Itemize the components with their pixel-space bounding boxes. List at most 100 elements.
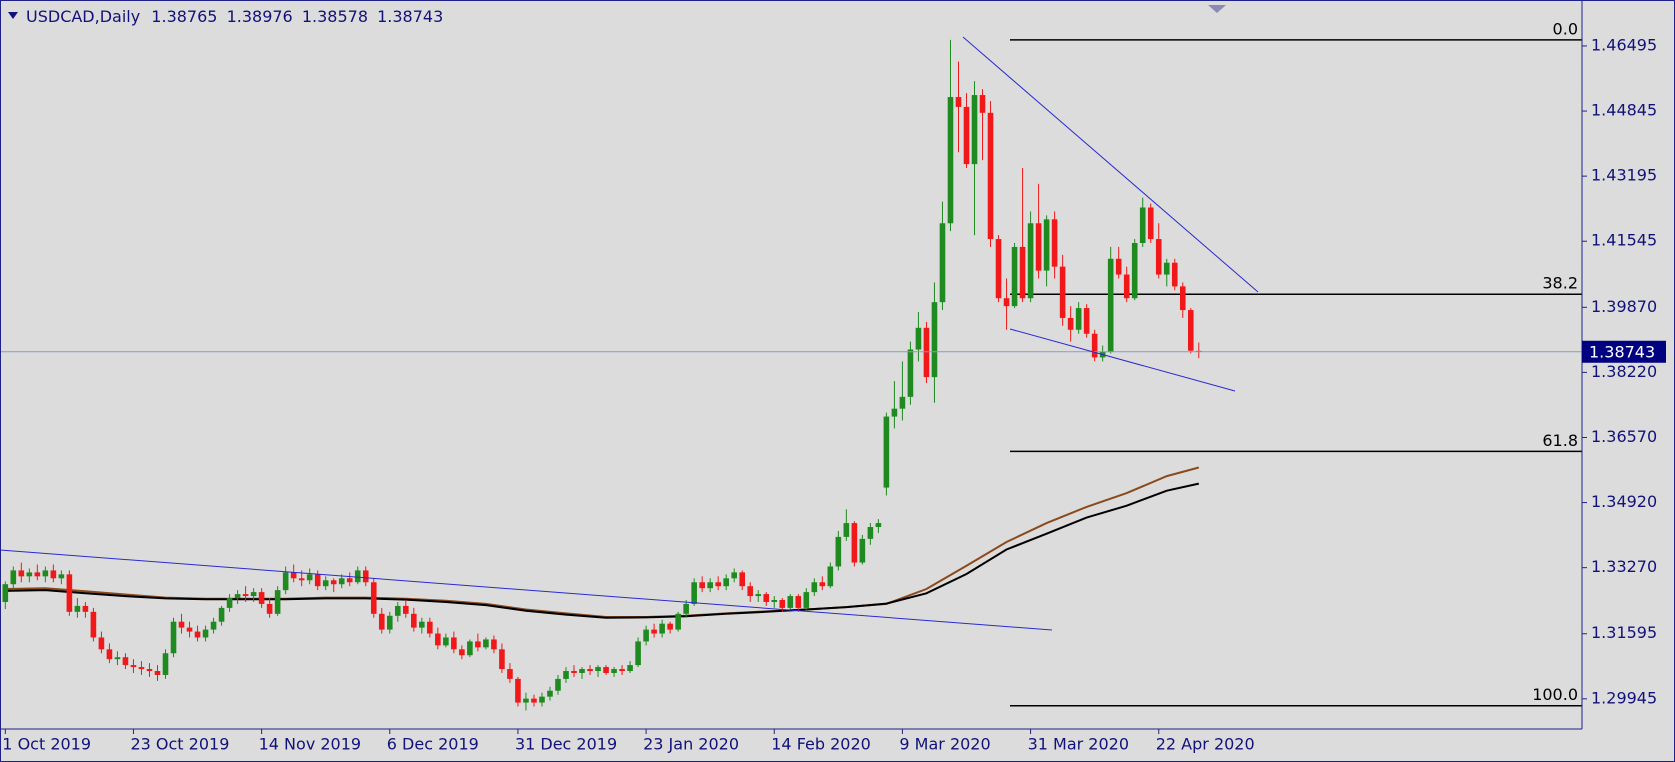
candle-body bbox=[611, 669, 617, 673]
candle-body bbox=[419, 621, 425, 628]
candle-body bbox=[891, 408, 898, 417]
candle-body bbox=[58, 574, 65, 579]
candle-body bbox=[1179, 286, 1186, 311]
x-tick-label: 9 Mar 2020 bbox=[899, 735, 990, 754]
candle-body bbox=[282, 572, 289, 591]
candle-body bbox=[627, 665, 633, 672]
close-price: 1.38743 bbox=[377, 7, 443, 26]
candle-body bbox=[739, 572, 746, 587]
candle-body bbox=[883, 416, 890, 488]
candle-body bbox=[915, 327, 922, 350]
candle-body bbox=[210, 621, 217, 630]
candle-body bbox=[1003, 298, 1010, 307]
y-tick-label: 1.29945 bbox=[1591, 688, 1657, 707]
candle-body bbox=[523, 698, 529, 703]
candle-body bbox=[26, 572, 33, 577]
candle-body bbox=[947, 97, 954, 224]
menu-arrow bbox=[8, 12, 18, 19]
candle-body bbox=[1083, 308, 1090, 334]
candle-body bbox=[258, 592, 265, 604]
candle-body bbox=[923, 327, 930, 378]
candle-body bbox=[691, 582, 697, 604]
candle-body bbox=[178, 621, 185, 628]
candle-body bbox=[979, 95, 986, 113]
candle-body bbox=[346, 578, 353, 583]
candle-body bbox=[386, 615, 393, 630]
candle-body bbox=[266, 603, 273, 614]
candle-body bbox=[1187, 310, 1194, 351]
candle-body bbox=[1139, 207, 1146, 243]
candle-body bbox=[50, 570, 57, 579]
candle-body bbox=[987, 112, 994, 240]
candle-body bbox=[619, 669, 625, 672]
candle-body bbox=[1027, 223, 1034, 299]
x-tick-label: 14 Feb 2020 bbox=[771, 735, 871, 754]
candle-body bbox=[1035, 223, 1042, 271]
candle-body bbox=[1067, 317, 1074, 330]
candle-body bbox=[1075, 308, 1082, 330]
candle-body bbox=[507, 669, 513, 679]
high-price: 1.38976 bbox=[227, 7, 293, 26]
candle-body bbox=[274, 590, 281, 614]
candle-body bbox=[667, 623, 673, 630]
candle-body bbox=[859, 538, 866, 563]
candle-body bbox=[314, 574, 321, 587]
candle-body bbox=[162, 653, 169, 675]
candle-body bbox=[362, 570, 369, 583]
candle-body bbox=[242, 594, 249, 597]
candle-body bbox=[194, 631, 201, 638]
candle-body bbox=[795, 596, 802, 608]
candle-body bbox=[130, 665, 137, 668]
candle-body bbox=[867, 527, 874, 539]
candle-body bbox=[122, 657, 129, 666]
candle-body bbox=[779, 600, 786, 608]
candle-body bbox=[82, 605, 89, 612]
candle-body bbox=[875, 523, 882, 528]
candle-body bbox=[659, 623, 665, 634]
candle-body bbox=[587, 669, 593, 672]
candle-body bbox=[579, 669, 585, 673]
candle-body bbox=[74, 605, 81, 612]
candle-body bbox=[451, 637, 457, 650]
candle-body bbox=[1155, 239, 1162, 275]
candle-body bbox=[539, 696, 545, 703]
candle-body bbox=[595, 667, 601, 672]
fib-level-label: 38.2 bbox=[1542, 274, 1578, 293]
candle-body bbox=[18, 570, 25, 577]
candle-body bbox=[819, 582, 826, 587]
candle-body bbox=[338, 578, 345, 585]
candle-body bbox=[787, 596, 794, 608]
candle-body bbox=[995, 239, 1002, 299]
y-tick-label: 1.43195 bbox=[1591, 166, 1657, 185]
candle-body bbox=[531, 698, 537, 703]
fib-level-label: 61.8 bbox=[1542, 431, 1578, 450]
x-tick-label: 14 Nov 2019 bbox=[259, 735, 361, 754]
candle-body bbox=[114, 657, 121, 660]
candle-body bbox=[411, 613, 417, 628]
y-tick-label: 1.31595 bbox=[1591, 623, 1657, 642]
candle-body bbox=[1091, 333, 1098, 358]
candle-body bbox=[322, 580, 329, 587]
symbol: USDCAD,Daily bbox=[26, 7, 140, 26]
candle-body bbox=[427, 621, 433, 634]
y-tick-label: 1.36570 bbox=[1591, 427, 1657, 446]
candle-body bbox=[330, 580, 337, 585]
candle-body bbox=[435, 633, 441, 646]
candle-body bbox=[971, 95, 978, 165]
x-tick-label: 23 Oct 2019 bbox=[130, 735, 229, 754]
fib-level-label: 100.0 bbox=[1532, 685, 1578, 704]
candle-body bbox=[1147, 207, 1154, 240]
candle-body bbox=[675, 613, 681, 630]
trendline bbox=[0, 549, 1053, 631]
y-tick-label: 1.44845 bbox=[1591, 101, 1657, 120]
candle-body bbox=[1131, 243, 1138, 299]
candle-body bbox=[683, 603, 689, 614]
candle-body bbox=[955, 97, 962, 107]
current-price-box bbox=[1582, 340, 1666, 363]
candle-body bbox=[851, 523, 858, 563]
candle-body bbox=[2, 584, 9, 602]
y-tick-label: 1.39870 bbox=[1591, 297, 1657, 316]
candle-body bbox=[154, 671, 161, 675]
